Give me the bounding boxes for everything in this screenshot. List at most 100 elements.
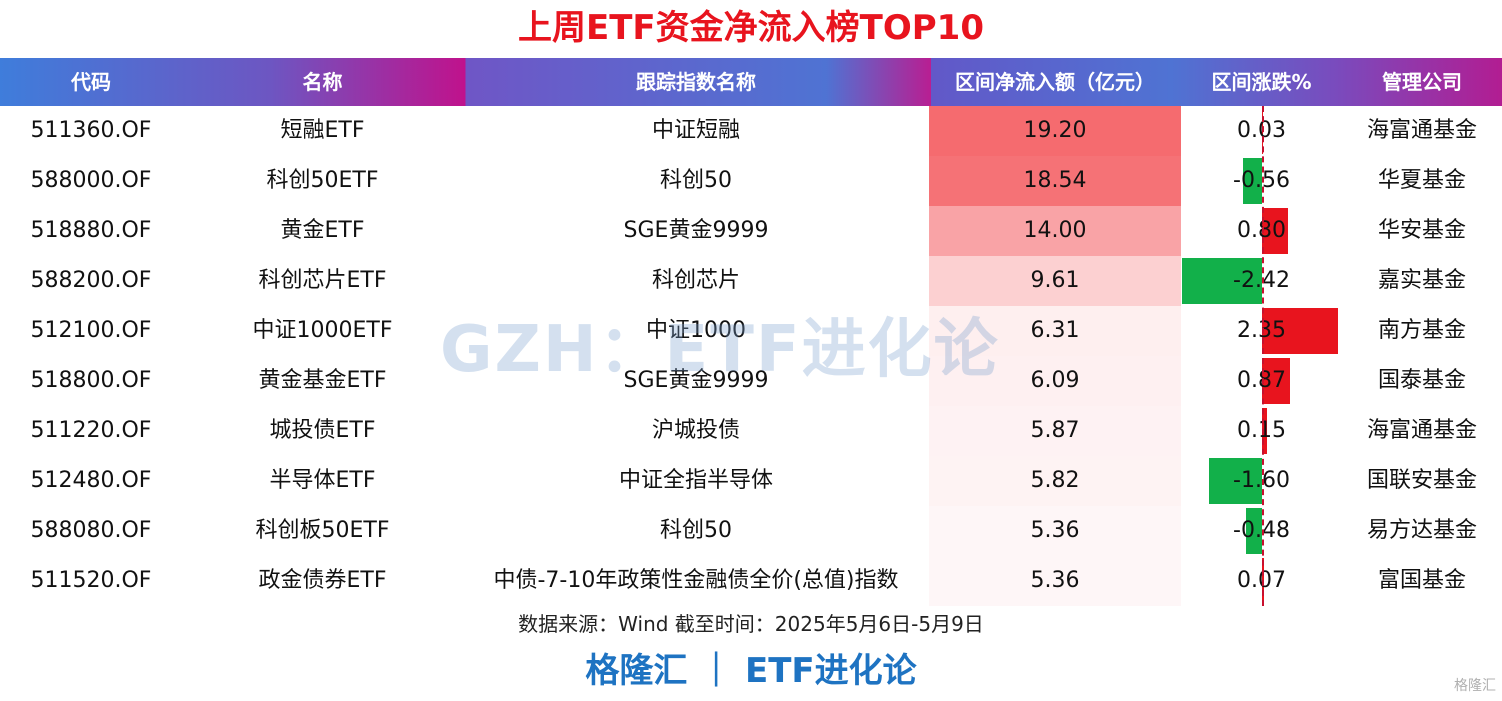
cell-code: 512100.OF (30, 318, 152, 343)
header-flow: 区间净流入额（亿元） (955, 70, 1155, 94)
watermark: GZH：ETF进化论 (440, 313, 1000, 387)
cell-index: 科创50 (660, 518, 732, 543)
cell-code: 511220.OF (30, 418, 152, 443)
cell-code: 511360.OF (30, 118, 152, 143)
cell-flow: 5.82 (1030, 468, 1080, 493)
cell-flow: 5.36 (1030, 568, 1080, 593)
cell-index: 中证全指半导体 (618, 468, 773, 493)
cell-change: -1.60 (1233, 468, 1290, 493)
cell-flow: 18.54 (1023, 168, 1087, 193)
flow-heat-cell (929, 506, 1181, 556)
header-index: 跟踪指数名称 (636, 70, 756, 94)
cell-name: 科创芯片ETF (258, 268, 387, 293)
cell-index: SGE黄金9999 (623, 218, 769, 243)
cell-flow: 6.09 (1030, 368, 1080, 393)
cell-name: 中证1000ETF (252, 318, 393, 343)
cell-manager: 海富通基金 (1366, 418, 1477, 443)
cell-manager: 富国基金 (1377, 568, 1466, 593)
flow-heat-cell (929, 156, 1181, 206)
table-row: 588080.OF 科创板50ETF 科创50 5.36 -0.48 易方达基金 (0, 506, 1502, 556)
page-title: 上周ETF资金净流入榜TOP10 (518, 8, 984, 48)
change-bar (1262, 308, 1338, 354)
cell-index: 中证短融 (651, 118, 740, 143)
cell-change: 0.07 (1237, 568, 1286, 593)
flow-heat-cell (929, 306, 1181, 356)
cell-name: 科创50ETF (266, 168, 379, 193)
cell-code: 511520.OF (30, 568, 152, 593)
cell-manager: 易方达基金 (1366, 518, 1477, 543)
flow-heat-cell (929, 556, 1181, 606)
cell-code: 588000.OF (30, 168, 152, 193)
change-bar (1209, 458, 1262, 504)
table-row: 511520.OF 政金债券ETF 中债-7-10年政策性金融债全价(总值)指数 5.… (0, 556, 1502, 606)
cell-flow: 9.61 (1030, 268, 1080, 293)
table-row: 588000.OF 科创50ETF 科创50 18.54 -0.56 华夏基金 (0, 156, 1502, 206)
cell-name: 短融ETF (280, 118, 365, 143)
table-row: 511220.OF 城投债ETF 沪城投债 5.87 0.15 海富通基金 (0, 406, 1502, 456)
cell-index: SGE黄金9999 (623, 368, 769, 393)
cell-code: 518800.OF (30, 368, 152, 393)
data-source: 数据来源：Wind 截至时间：2025年5月6日-5月9日 (518, 612, 984, 636)
cell-name: 黄金ETF (280, 218, 365, 243)
cell-change: 0.87 (1237, 368, 1286, 393)
cell-change: -2.42 (1233, 268, 1290, 293)
cell-change: -0.48 (1233, 518, 1290, 543)
cell-flow: 5.36 (1030, 518, 1080, 543)
cell-manager: 嘉实基金 (1377, 268, 1466, 293)
corner-logo: 格隆汇 (1454, 678, 1496, 694)
table-header: 代码 名称 跟踪指数名称 区间净流入额（亿元） 区间涨跌% 管理公司 (0, 58, 1502, 106)
change-bar (1182, 258, 1262, 304)
cell-name: 半导体ETF (269, 468, 376, 493)
cell-manager: 南方基金 (1377, 318, 1466, 343)
cell-flow: 5.87 (1030, 418, 1080, 443)
table-row: 518800.OF 黄金基金ETF SGE黄金9999 6.09 0.87 国泰基金 (0, 356, 1502, 406)
header-change: 区间涨跌% (1211, 70, 1312, 94)
flow-heat-cell (929, 106, 1181, 156)
change-bar (1243, 158, 1262, 204)
cell-manager: 海富通基金 (1366, 118, 1477, 143)
header-manager: 管理公司 (1382, 70, 1462, 94)
table-row: 511360.OF 短融ETF 中证短融 19.20 0.03 海富通基金 (0, 106, 1502, 156)
cell-code: 512480.OF (30, 468, 152, 493)
cell-change: 0.15 (1237, 418, 1286, 443)
cell-code: 518880.OF (30, 218, 152, 243)
cell-change: 0.80 (1237, 218, 1286, 243)
change-bar (1262, 408, 1267, 454)
flow-heat-cell (929, 406, 1181, 456)
cell-index: 中债-7-10年政策性金融债全价(总值)指数 (493, 568, 899, 593)
table-row: 518880.OF 黄金ETF SGE黄金9999 14.00 0.80 华安基金 (0, 206, 1502, 256)
header-name: 名称 (302, 70, 343, 94)
cell-name: 城投债ETF (269, 418, 376, 443)
cell-change: 2.35 (1237, 318, 1286, 343)
cell-code: 588200.OF (30, 268, 152, 293)
flow-heat-cell (929, 256, 1181, 306)
table-row: 512480.OF 半导体ETF 中证全指半导体 5.82 -1.60 国联安基金 (0, 456, 1502, 506)
cell-index: 科创芯片 (651, 268, 740, 293)
cell-index: 中证1000 (646, 318, 746, 343)
cell-manager: 华夏基金 (1377, 168, 1466, 193)
flow-heat-cell (929, 456, 1181, 506)
table-row: 588200.OF 科创芯片ETF 科创芯片 9.61 -2.42 嘉实基金 (0, 256, 1502, 306)
change-bar (1262, 208, 1288, 254)
cell-flow: 6.31 (1030, 318, 1080, 343)
cell-manager: 国联安基金 (1366, 468, 1477, 493)
cell-flow: 14.00 (1023, 218, 1087, 243)
header-code: 代码 (71, 70, 111, 94)
cell-name: 科创板50ETF (255, 518, 390, 543)
cell-index: 沪城投债 (651, 418, 740, 443)
cell-manager: 华安基金 (1377, 218, 1466, 243)
brand-footer: 格隆汇 ｜ ETF进化论 (585, 651, 917, 691)
cell-index: 科创50 (660, 168, 732, 193)
cell-code: 588080.OF (30, 518, 152, 543)
cell-change: -0.56 (1233, 168, 1290, 193)
change-bar (1262, 358, 1291, 404)
cell-name: 黄金基金ETF (258, 368, 387, 393)
change-bar (1246, 508, 1262, 554)
change-zero-line (1262, 106, 1264, 606)
cell-manager: 国泰基金 (1377, 368, 1466, 393)
cell-change: 0.03 (1237, 118, 1286, 143)
cell-flow: 19.20 (1023, 118, 1087, 143)
table-row: 512100.OF 中证1000ETF 中证1000 6.31 2.35 南方基金 (0, 306, 1502, 356)
cell-name: 政金债券ETF (258, 568, 387, 593)
flow-heat-cell (929, 206, 1181, 256)
